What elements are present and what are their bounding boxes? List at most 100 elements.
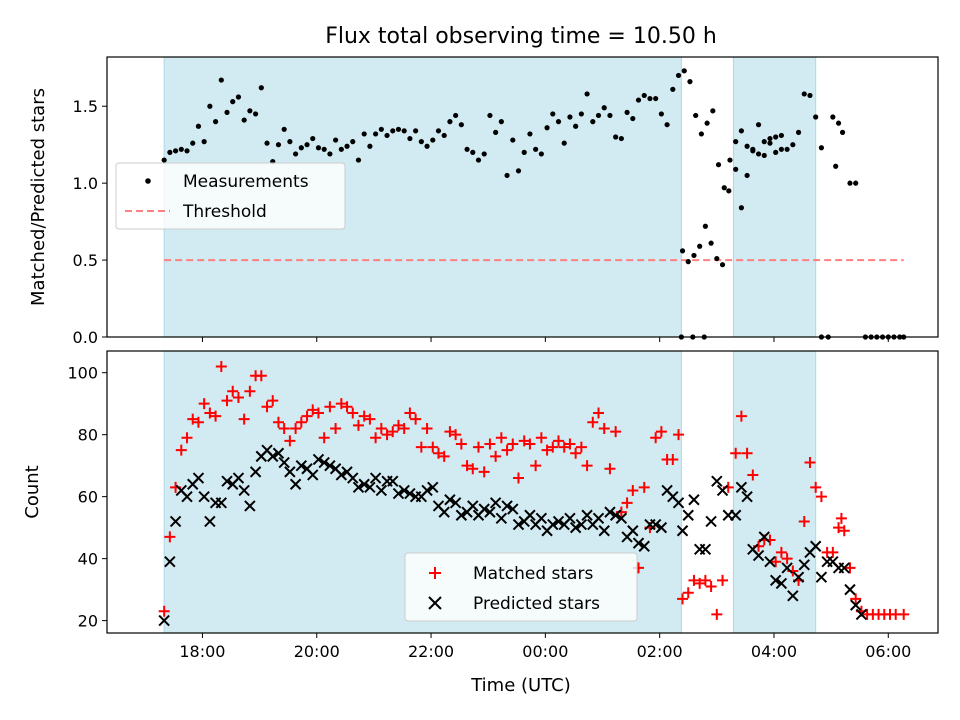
matched-stars-point <box>181 432 193 444</box>
measurements-point <box>635 97 642 103</box>
measurements-point <box>607 112 613 119</box>
measurements-point <box>538 151 544 157</box>
measurements-point <box>704 120 710 126</box>
predicted-stars-point <box>512 518 525 531</box>
measurements-point <box>258 85 264 91</box>
measurements-point <box>361 131 367 137</box>
predicted-stars-point <box>632 537 645 549</box>
predicted-stars-point <box>682 509 694 521</box>
matched-stars-point <box>210 410 222 422</box>
measurements-point <box>618 135 624 142</box>
matched-stars-point <box>804 457 816 469</box>
measurements-point <box>613 134 619 140</box>
predicted-stars-point <box>375 484 388 497</box>
x-tick-label: 22:00 <box>408 642 454 661</box>
bottom-panel: 20 40 60 80 100 18:00 20:00 22:00 00:00 02:00 04:… <box>22 350 939 696</box>
measurements-point <box>839 129 846 135</box>
predicted-stars-point <box>844 583 856 596</box>
matched-stars-point <box>694 577 706 589</box>
measurements-point <box>435 128 442 134</box>
measurements-point <box>407 135 413 142</box>
matched-stars-point <box>227 385 239 397</box>
measurements-point <box>504 172 510 179</box>
matched-stars-point <box>421 422 433 434</box>
predicted-stars-point <box>318 456 330 469</box>
predicted-stars-point <box>729 509 742 521</box>
predicted-stars-point <box>535 512 548 525</box>
top-y-tick-label: 1.0 <box>73 174 98 193</box>
measurements-point <box>264 140 270 146</box>
measurements-point <box>275 142 282 148</box>
measurements-point <box>767 135 773 142</box>
predicted-stars-point <box>501 500 513 512</box>
matched-stars-point <box>535 432 547 444</box>
measurements-point <box>726 188 732 194</box>
measurements-point <box>201 139 207 145</box>
matched-stars-point <box>415 441 427 453</box>
predicted-stars-point <box>615 512 628 525</box>
matched-stars-point <box>232 391 244 403</box>
measurements-point <box>338 146 344 152</box>
matched-stars-point <box>815 491 827 503</box>
matched-stars-point <box>221 395 233 407</box>
matched-stars-point <box>335 398 347 410</box>
measurements-point <box>755 151 762 157</box>
top-shaded-interval-1 <box>732 56 817 338</box>
matched-stars-point <box>272 416 284 428</box>
predicted-stars-point <box>489 497 502 509</box>
predicted-stars-point <box>781 562 793 574</box>
measurements-point <box>498 119 504 125</box>
measurements-point <box>733 139 739 145</box>
measurements-point <box>715 162 722 168</box>
predicted-stars-point <box>307 469 319 481</box>
predicted-stars-point <box>478 503 490 515</box>
matched-stars-point <box>158 605 170 617</box>
measurements-point <box>378 126 384 132</box>
measurements-point <box>493 129 499 135</box>
matched-stars-point <box>404 407 416 419</box>
matched-stars-point <box>352 419 364 431</box>
predicted-stars-point <box>849 599 862 611</box>
measurements-point <box>287 139 293 145</box>
predicted-stars-point <box>815 571 828 583</box>
measurements-point <box>413 128 419 134</box>
matched-stars-point <box>255 370 267 382</box>
matched-stars-point <box>530 460 542 472</box>
matched-stars-point <box>301 410 313 422</box>
matched-stars-point <box>688 574 700 586</box>
measurements-point <box>293 151 299 157</box>
matched-stars-point <box>507 438 519 450</box>
measurements-point <box>738 205 744 211</box>
predicted-stars-point <box>655 521 668 534</box>
matched-stars-point <box>290 422 302 434</box>
matched-stars-point <box>410 413 422 425</box>
matched-stars-point <box>650 432 662 444</box>
predicted-stars-point <box>244 500 256 512</box>
measurements-point <box>784 146 790 152</box>
bottom-legend-box <box>404 552 638 622</box>
predicted-stars-point <box>688 494 700 506</box>
predicted-stars-point <box>387 475 399 487</box>
measurements-point <box>567 114 573 120</box>
matched-stars-point <box>717 574 729 586</box>
predicted-stars-point <box>592 512 605 525</box>
measurements-point <box>550 111 556 117</box>
measurements-point <box>693 112 699 119</box>
matched-stars-point <box>215 360 227 372</box>
measurements-point <box>601 105 607 111</box>
matched-stars-point <box>318 432 330 444</box>
matched-stars-point <box>564 438 576 450</box>
matched-stars-point <box>387 426 399 438</box>
matched-stars-point <box>164 531 176 543</box>
measurements-point <box>424 143 430 149</box>
measurements-point <box>830 114 836 120</box>
predicted-stars-point <box>524 509 536 521</box>
predicted-stars-point <box>809 540 822 552</box>
predicted-stars-point <box>838 562 850 574</box>
matched-stars-point <box>667 453 679 465</box>
bottom-shaded-interval-1 <box>732 350 817 634</box>
predicted-stars-point <box>158 614 170 627</box>
measurements-point <box>624 109 630 115</box>
predicted-stars-point <box>369 472 382 484</box>
